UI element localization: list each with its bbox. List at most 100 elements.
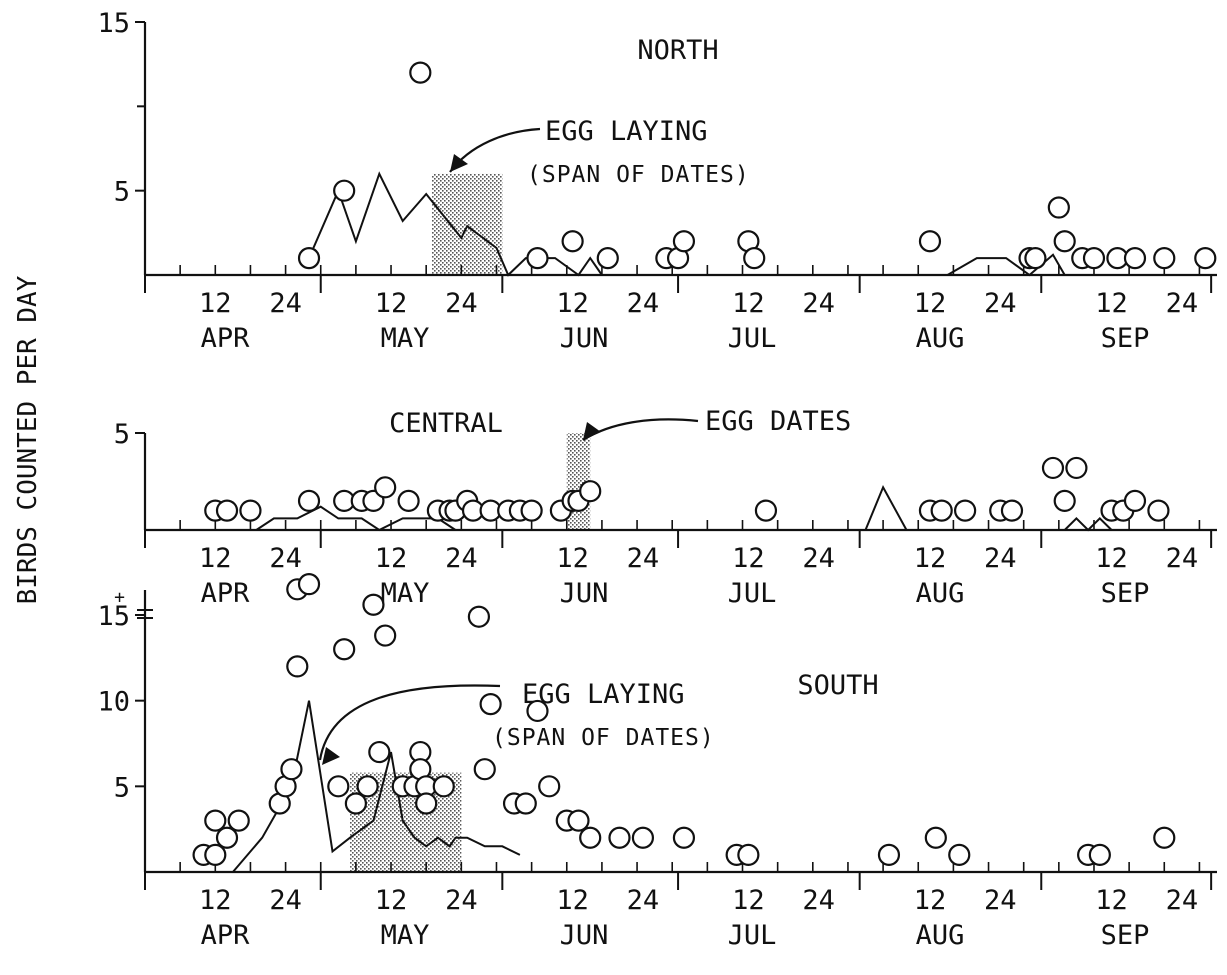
- x-day-label: 12: [199, 885, 232, 916]
- y-tick-label: 15: [97, 8, 130, 39]
- data-point: [467, 605, 491, 628]
- arrowhead: [583, 422, 601, 440]
- x-day-label: 12: [732, 543, 765, 574]
- x-day-label: 24: [1166, 885, 1199, 916]
- data-point: [608, 826, 631, 849]
- x-month-label: SEP: [1101, 920, 1150, 951]
- x-month-label: MAY: [381, 578, 430, 609]
- data-point: [1123, 489, 1147, 512]
- x-day-label: 24: [627, 543, 660, 574]
- arrowhead: [322, 747, 340, 765]
- x-month-label: SEP: [1101, 323, 1150, 354]
- data-point: [924, 826, 947, 849]
- count-line: [255, 484, 1113, 532]
- x-day-label: 12: [914, 543, 947, 574]
- data-point: [672, 826, 696, 849]
- x-day-label: 12: [1095, 288, 1128, 319]
- data-point: [479, 692, 502, 716]
- x-day-label: 24: [269, 885, 302, 916]
- data-point: [1147, 499, 1170, 522]
- data-point: [215, 826, 239, 849]
- data-point: [297, 247, 321, 270]
- x-day-label: 12: [1095, 543, 1128, 574]
- y-tick-label: 5: [114, 419, 130, 450]
- panel-north: 5 15 12 24 APR 12 24 MAY 12 24 JUN 12 24 JUL 12 24 AUG 12…: [97, 8, 1217, 354]
- data-point: [215, 499, 239, 522]
- panel-central: 5 12 24 APR 12 24 MAY 12 24 JUN 12 24 JUL 12 24 AUG 12 24…: [114, 406, 1217, 609]
- data-point: [948, 843, 971, 866]
- data-point: [877, 843, 901, 866]
- panel-south: 5 10 15+12 24 APR 12 24 MAY 12 24 JUN 12 24 JUL 12 24 AU…: [97, 573, 1217, 951]
- x-month-label: JUL: [728, 578, 777, 609]
- data-point: [514, 792, 537, 815]
- data-point: [1053, 230, 1076, 253]
- x-month-label: JUN: [560, 323, 609, 354]
- x-day-label: 24: [802, 543, 835, 574]
- data-point: [415, 792, 438, 815]
- data-point: [333, 638, 356, 661]
- data-point: [526, 247, 549, 270]
- x-day-label: 12: [375, 543, 408, 574]
- egg-span-shading: [432, 173, 503, 275]
- x-day-label: 24: [802, 885, 835, 916]
- data-point: [356, 775, 379, 798]
- x-day-label: 12: [375, 885, 408, 916]
- data-point: [344, 792, 367, 815]
- data-point: [374, 476, 397, 499]
- x-day-label: 12: [556, 885, 589, 916]
- data-point: [280, 758, 303, 781]
- data-point: [368, 740, 391, 764]
- x-day-label: 24: [269, 288, 302, 319]
- x-month-label: AUG: [916, 578, 965, 609]
- data-point: [1000, 499, 1024, 522]
- data-point: [954, 499, 977, 522]
- x-day-label: 24: [269, 543, 302, 574]
- data-point: [333, 179, 356, 202]
- x-month-label: MAY: [381, 323, 430, 354]
- x-month-label: JUN: [560, 578, 609, 609]
- x-day-label: 24: [445, 288, 478, 319]
- x-month-label: MAY: [381, 920, 430, 951]
- y-tick-label: 15: [97, 601, 130, 632]
- data-point: [754, 499, 778, 522]
- data-point: [526, 699, 549, 723]
- data-point: [596, 247, 619, 270]
- x-day-label: 12: [199, 543, 232, 574]
- data-point: [227, 809, 250, 832]
- data-point: [1024, 247, 1047, 270]
- y-overflow-plus: +: [114, 587, 125, 608]
- count-line: [308, 171, 1066, 277]
- annotation-subtext: (SPAN OF DATES): [492, 725, 715, 751]
- x-day-label: 24: [1166, 288, 1199, 319]
- x-month-label: APR: [201, 920, 251, 951]
- data-point: [204, 809, 227, 832]
- x-month-label: AUG: [916, 323, 965, 354]
- x-month-label: JUL: [728, 323, 777, 354]
- x-day-label: 12: [1095, 885, 1128, 916]
- data-point: [1082, 247, 1106, 270]
- y-tick-label: 5: [114, 772, 130, 803]
- data-point: [918, 230, 942, 253]
- data-point: [737, 843, 760, 866]
- data-point: [1153, 826, 1176, 849]
- x-day-label: 12: [914, 288, 947, 319]
- data-point: [930, 499, 953, 522]
- data-point: [561, 230, 584, 253]
- data-point: [297, 489, 321, 512]
- data-point: [1041, 456, 1065, 480]
- data-point: [204, 843, 227, 866]
- annotation-text: EGG LAYING: [545, 116, 708, 147]
- x-day-label: 24: [445, 885, 478, 916]
- x-day-label: 12: [556, 543, 589, 574]
- x-day-label: 12: [732, 885, 765, 916]
- data-point: [1047, 196, 1070, 219]
- data-point: [520, 499, 543, 522]
- annotation-arrow: [318, 684, 501, 761]
- data-point: [538, 775, 561, 798]
- data-point: [631, 826, 655, 849]
- data-point: [432, 775, 455, 798]
- annotation-text: EGG DATES: [705, 406, 851, 437]
- count-line: [232, 700, 521, 873]
- x-day-label: 24: [984, 543, 1017, 574]
